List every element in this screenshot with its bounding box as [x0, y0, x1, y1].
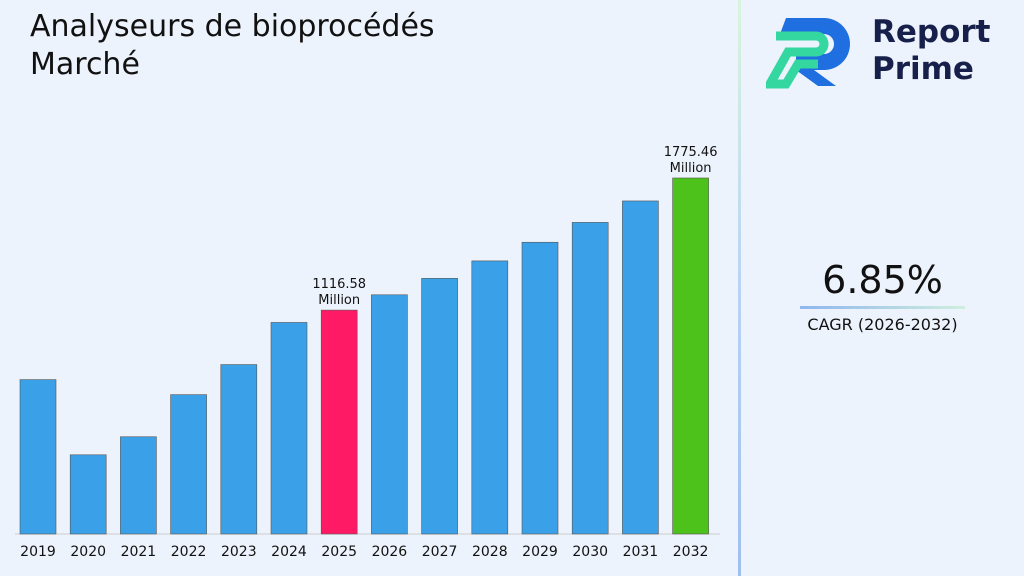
cagr-panel: 6.85% CAGR (2026-2032) — [790, 258, 975, 334]
x-tick-label: 2030 — [572, 544, 608, 560]
x-tick-label: 2027 — [422, 544, 458, 560]
bar-2021 — [120, 436, 157, 535]
bar-2022 — [170, 394, 207, 535]
data-label-2025: Million — [318, 293, 360, 308]
report-prime-logo-icon — [766, 18, 850, 89]
bar-2030 — [571, 222, 609, 535]
x-tick-label: 2019 — [20, 544, 56, 560]
bar-2027 — [421, 278, 458, 535]
brand-line1: Report — [872, 14, 991, 50]
cagr-value: 6.85% — [822, 258, 943, 302]
cagr-underline — [800, 306, 965, 309]
bar-2020 — [69, 454, 107, 535]
bar-2026 — [371, 294, 408, 535]
x-tick-label: 2024 — [271, 544, 307, 560]
x-tick-label: 2020 — [70, 544, 106, 560]
bar-2028 — [471, 260, 509, 535]
x-tick-label: 2029 — [522, 544, 558, 560]
bar-2031 — [622, 200, 659, 535]
x-tick-label: 2032 — [673, 544, 709, 560]
x-tick-label: 2031 — [623, 544, 659, 560]
bar-2024 — [270, 322, 308, 535]
bar-2025 — [320, 309, 358, 535]
x-tick-label: 2021 — [121, 544, 157, 560]
cagr-label: CAGR (2026-2032) — [807, 315, 958, 334]
bar-2019 — [19, 379, 57, 535]
data-label-2032: Million — [670, 161, 712, 176]
x-tick-label: 2026 — [372, 544, 408, 560]
brand-name: Report Prime — [872, 14, 991, 88]
x-tick-label: 2023 — [221, 544, 257, 560]
x-tick-label: 2022 — [171, 544, 207, 560]
bar-2023 — [220, 364, 258, 535]
x-tick-label: 2025 — [321, 544, 357, 560]
divider — [738, 0, 741, 576]
bar-2032 — [672, 177, 709, 535]
data-label-2032: 1775.46 — [664, 145, 718, 160]
bar-chart: 2019 2020 2021 2022 2023 2024 20251116.58Milli… — [15, 145, 720, 560]
chart-title: Analyseurs de bioprocédés Marché — [30, 9, 435, 82]
x-tick-label: 2028 — [472, 544, 508, 560]
brand-line2: Prime — [872, 51, 974, 87]
bar-2029 — [521, 241, 559, 535]
data-label-2025: 1116.58 — [312, 277, 366, 292]
